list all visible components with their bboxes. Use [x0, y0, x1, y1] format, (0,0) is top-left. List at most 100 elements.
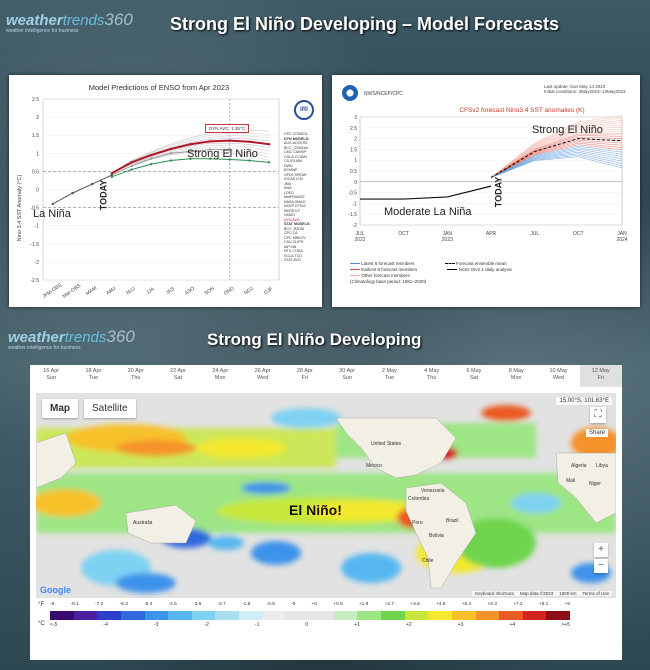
enso-point [149, 153, 153, 157]
cfs-member-line [490, 150, 623, 178]
legend-f-tick: -6.3 [119, 602, 128, 607]
date-tab[interactable]: 6 May Sat [466, 368, 482, 381]
date-tab[interactable]: 26 Apr Wed [254, 368, 271, 381]
enso-legend-item: STAT AVG [284, 258, 301, 262]
enso-point [169, 152, 173, 155]
enso-point [189, 157, 192, 160]
enso-legend-item: DYN MODELS: [284, 136, 310, 141]
enso-point [208, 157, 212, 160]
enso-legend-item: GFDL SPEAR [284, 172, 307, 177]
cfs-legend: Latest 8 forecast members Forecast ensem… [350, 261, 512, 284]
enso-legend-item: CPC MRKOV [284, 235, 306, 240]
enso-xtick-7: ASO [184, 286, 196, 297]
enso-point [90, 182, 94, 186]
date-tab[interactable]: 12 May Fri [579, 365, 622, 387]
sst-anomaly-map[interactable]: Map Satellite 15.00°S, 101.63°E ⛶ Share … [36, 393, 616, 598]
enso-panel: Model Predictions of ENSO from Apr 2023 … [9, 75, 322, 307]
share-button[interactable]: Share [585, 429, 608, 437]
cfs-ytick-5: 0.5 [350, 169, 357, 175]
enso-model-line [111, 135, 270, 174]
enso-ytick-2: -1.5 [30, 242, 39, 248]
enso-ytick-0: -2.5 [30, 278, 39, 284]
legend-f-unit: °F [38, 602, 45, 608]
enso-ytick-8: 1.5 [32, 133, 39, 139]
date-tab[interactable]: 4 May Thu [424, 368, 440, 381]
enso-legend-item: BCC_RZDM [284, 226, 304, 231]
enso-legend-item: NASA GMAO [284, 199, 306, 204]
cfs-ytick-6: 1 [354, 158, 357, 164]
place-venezuela: Venezuela [421, 488, 445, 494]
place-colombia: Colombia [408, 496, 430, 502]
enso-legend-item: IAP-NN [284, 244, 297, 249]
enso-legend-item: CMC CANSIP [284, 150, 307, 154]
enso-xtick-10: NDJ [243, 286, 255, 297]
cfs-ytick-4: 0 [354, 180, 357, 186]
cfs-annotation-nina: Moderate La Niña [384, 206, 472, 218]
legend-swatch [120, 611, 145, 620]
noaa-logo [342, 85, 358, 101]
enso-legend-item: SINTEX-F [284, 208, 301, 213]
legend-c-tick: -4 [103, 622, 108, 628]
place-mexico: Mexico [366, 463, 382, 469]
enso-point [267, 143, 271, 146]
legend-swatch [310, 611, 334, 620]
cfs-title: CFSv2 forecast Nino3.4 SST anomalies (K) [459, 107, 585, 114]
date-tab[interactable]: 30 Apr Sun [339, 368, 356, 381]
zoom-out-button[interactable]: − [594, 559, 608, 573]
cfs-member-line [490, 135, 623, 178]
enso-ytick-1: -2 [35, 260, 40, 266]
enso-xtick-2: MAM [85, 285, 98, 297]
enso-legend-item: IOCAS ICM [284, 177, 303, 181]
enso-xtick-9: OND [223, 285, 236, 297]
cfs-member-line [490, 131, 623, 178]
date-tab[interactable]: 24 Apr Mon [212, 368, 229, 381]
enso-xtick-6: JAS [165, 286, 176, 297]
place-libya: Libya [596, 463, 608, 469]
date-tab[interactable]: 16 Apr Sun [43, 368, 60, 381]
place-peru: Peru [412, 520, 423, 526]
date-selector: 16 Apr Sun 18 Apr Tue 20 Apr Thu 22 Apr Sat 24 A… [30, 365, 622, 387]
date-tab[interactable]: 2 May Tue [381, 368, 397, 381]
legend-swatch [239, 611, 263, 620]
date-tab[interactable]: 8 May Mon [508, 368, 524, 381]
enso-xtick-8: SON [203, 285, 216, 296]
legend-c-tick: +1 [354, 622, 360, 628]
map-view-button[interactable]: Map [42, 399, 78, 418]
enso-point [110, 175, 114, 179]
cfs-member-line [490, 117, 623, 178]
legend-c-tick: +2 [406, 622, 412, 628]
date-tab[interactable]: 22 Apr Sat [170, 368, 186, 381]
legend-c-tick: -3 [153, 622, 159, 628]
cfs-xtick-2: JAN [443, 231, 453, 237]
cfs-member-line [490, 133, 623, 178]
zoom-in-button[interactable]: + [594, 543, 608, 557]
date-tab[interactable]: 10 May Wed [549, 368, 568, 381]
cfs-xtick-3: APR [486, 231, 497, 237]
legend-c-tick: -1 [254, 622, 260, 628]
legend-f-tick: -8.1 [70, 602, 79, 607]
date-tab[interactable]: 18 Apr Tue [85, 368, 102, 381]
date-tab[interactable]: 28 Apr Fri [296, 368, 313, 381]
date-tab[interactable]: 20 Apr Thu [127, 368, 144, 381]
cfs-xtick-year-6: 2024 [616, 237, 627, 243]
weathertrends-logo: weathertrends360 weather intelligence fo… [6, 10, 133, 34]
place-australia: Australia [133, 520, 153, 526]
cfs-member-line [490, 153, 623, 178]
enso-chart: -2.5 -2 -1.5 -1 -0.5 0 0.5 1 1.5 2 2.5 JFM-OBSMar-O… [30, 97, 280, 300]
legend-color-bar [50, 611, 571, 620]
place-bolivia: Bolivia [429, 533, 444, 539]
enso-ytick-3: -1 [35, 224, 40, 230]
legend-f-tick: +3.6 [410, 602, 420, 607]
cfs-xtick-year-2: 2023 [442, 237, 453, 243]
cfs-xtick-0: JUL [356, 231, 365, 237]
legend-f-tick: -0 [290, 602, 296, 607]
sst-map-widget: 16 Apr Sun 18 Apr Tue 20 Apr Thu 22 Apr Sat 24 A… [30, 365, 622, 660]
satellite-view-button[interactable]: Satellite [84, 399, 136, 418]
fullscreen-icon[interactable]: ⛶ [590, 407, 606, 423]
enso-legend-item: UKMO [284, 213, 295, 217]
cfs-member-line [490, 126, 623, 178]
legend-swatch [451, 611, 476, 620]
legend-swatch [546, 611, 571, 620]
place-us: United States [371, 441, 402, 447]
cfs-member-line [490, 138, 623, 178]
